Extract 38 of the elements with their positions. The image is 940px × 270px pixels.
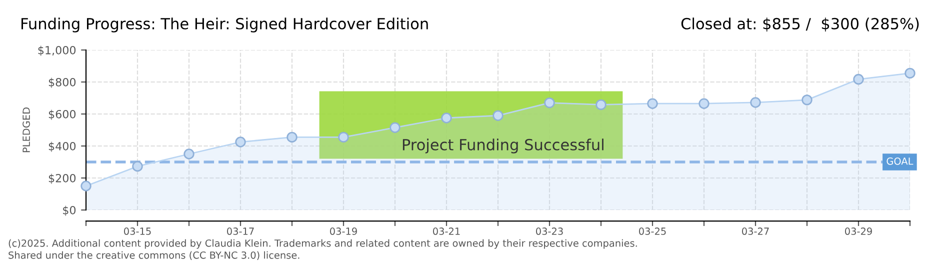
point	[338, 132, 349, 143]
point	[492, 110, 504, 121]
y-tick-label: $1,000	[38, 46, 76, 56]
chart-subtitle: Closed at: $855 / $300 (285%)	[681, 18, 919, 32]
x-tick-label: 03-19	[330, 228, 357, 235]
y-tick-label: $800	[48, 78, 76, 88]
y-tick-label: $0	[63, 206, 76, 216]
x-tick-label: 03-29	[845, 228, 872, 235]
y-tick-label: $400	[48, 142, 76, 152]
y-tick-label: $200	[48, 174, 76, 184]
point	[698, 98, 710, 109]
x-tick-label: 03-21	[433, 228, 460, 235]
point	[184, 148, 194, 160]
point	[802, 94, 812, 106]
point	[750, 97, 761, 108]
x-tick-label: 03-25	[639, 228, 666, 235]
point	[904, 68, 916, 79]
point	[544, 97, 555, 108]
point	[286, 132, 298, 143]
chart-title: Funding Progress: The Heir: Signed Hardcover Edition	[22, 18, 428, 32]
text: (c)2025. Additional content provided by Claudia Klein. Trademarks and related content are owned by their respective companies.	[8, 239, 637, 249]
annotation: Project Funding Successful	[402, 138, 604, 154]
x-tick-label: 03-17	[227, 228, 254, 235]
point	[647, 98, 658, 109]
y-tick-label: $600	[48, 110, 76, 120]
x-tick-label: 03-27	[742, 228, 769, 235]
point	[441, 112, 452, 124]
point	[596, 99, 606, 110]
text: Shared under the creative commons (CC BY-NC 3.0) license.	[8, 251, 300, 260]
point	[235, 136, 246, 148]
point	[853, 74, 864, 85]
point	[80, 180, 92, 192]
point	[132, 160, 143, 172]
x-tick-label: 03-15	[124, 228, 151, 235]
x-tick-label: 03-23	[536, 228, 563, 235]
point	[390, 122, 400, 133]
y-axis-title: PLEDGED	[22, 108, 30, 152]
ref-line-label: GOAL	[886, 157, 914, 165]
